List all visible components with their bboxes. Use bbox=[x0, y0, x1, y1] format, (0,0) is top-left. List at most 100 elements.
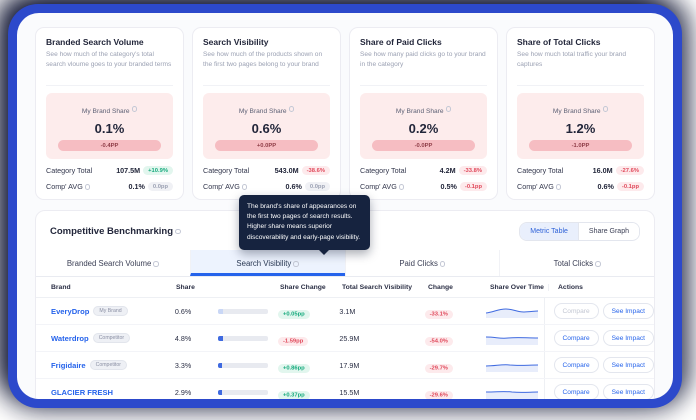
comp-avg-label: Comp' AVG bbox=[360, 182, 405, 191]
brand-share-value: 0.2% bbox=[408, 121, 439, 136]
tab-search-visibility[interactable]: Search Visibility bbox=[189, 250, 345, 276]
share-graph-toggle[interactable]: Share Graph bbox=[577, 223, 639, 240]
col-header-share: Share bbox=[176, 284, 195, 291]
comp-avg-value: 0.6% bbox=[597, 182, 614, 191]
category-total-change-badge: -33.8% bbox=[458, 166, 487, 175]
info-icon[interactable] bbox=[288, 106, 295, 112]
brand-share-value: 1.2% bbox=[565, 121, 596, 136]
brand-link[interactable]: GLACIER FRESH bbox=[51, 387, 114, 397]
comp-avg-value: 0.1% bbox=[128, 182, 145, 191]
share-value: 0.6% bbox=[174, 306, 192, 316]
app-window-frame: Branded Search Volume See how much of th… bbox=[8, 4, 682, 408]
card-description: See how much total traffic your brand ca… bbox=[517, 51, 627, 68]
brand-link[interactable]: Frigidaire bbox=[51, 360, 86, 370]
share-value: 4.8% bbox=[174, 333, 192, 343]
compare-button[interactable]: Compare bbox=[553, 384, 599, 399]
category-total-row: Category Total 16.0M -27.6% bbox=[517, 166, 644, 175]
comp-avg-row: Comp' AVG 0.1% 0.0pp bbox=[46, 182, 173, 191]
section-title: Competitive Benchmarking bbox=[50, 226, 181, 237]
change-badge: -54.0% bbox=[424, 329, 486, 347]
brand-share-change-badge: -1.0PP bbox=[529, 140, 632, 151]
info-icon[interactable] bbox=[445, 106, 452, 112]
see-impact-button[interactable]: See Impact bbox=[602, 384, 654, 399]
compare-button[interactable]: Compare bbox=[553, 357, 599, 373]
comp-avg-change-badge: -0.1pp bbox=[616, 182, 644, 191]
share-over-time-sparkline bbox=[486, 358, 543, 372]
info-icon bbox=[293, 261, 299, 267]
metric-table-toggle[interactable]: Metric Table bbox=[520, 223, 578, 240]
info-icon bbox=[439, 261, 446, 267]
share-bar bbox=[218, 389, 277, 395]
see-impact-button[interactable]: See Impact bbox=[602, 330, 654, 346]
comp-avg-change-badge: -0.1pp bbox=[459, 182, 487, 191]
share-bar bbox=[218, 335, 277, 341]
total-search-visibility-value: 17.9M bbox=[339, 360, 360, 370]
tab-paid-clicks[interactable]: Paid Clicks bbox=[344, 250, 500, 276]
app-screen: Branded Search Volume See how much of th… bbox=[17, 13, 673, 399]
brand-link[interactable]: Waterdrop bbox=[51, 333, 89, 343]
category-total-value: 107.5M bbox=[116, 166, 141, 175]
compare-button[interactable]: Compare bbox=[553, 303, 599, 319]
info-icon[interactable] bbox=[175, 228, 181, 235]
comp-avg-label: Comp' AVG bbox=[517, 182, 562, 191]
benchmarking-tabs: Branded Search Volume Search Visibility … bbox=[36, 250, 654, 277]
tab-branded-search-volume[interactable]: Branded Search Volume bbox=[36, 250, 190, 276]
brand-share-label: My Brand Share bbox=[395, 108, 444, 115]
info-icon[interactable] bbox=[398, 184, 405, 190]
table-row: Frigidaire Competitor 3.3% +0.86pp 17.9M … bbox=[36, 352, 654, 379]
compare-button[interactable]: Compare bbox=[553, 330, 599, 346]
brand-link[interactable]: EveryDrop bbox=[51, 306, 90, 316]
table-row: EveryDrop My Brand 0.6% +0.05pp 3.1M -33.… bbox=[36, 298, 654, 325]
col-header-share-change: Share Change bbox=[280, 284, 326, 291]
info-icon[interactable] bbox=[241, 184, 248, 190]
info-icon[interactable] bbox=[555, 184, 562, 190]
share-change-badge: +0.86pp bbox=[277, 356, 339, 374]
see-impact-button[interactable]: See Impact bbox=[602, 357, 654, 373]
metric-cards-row: Branded Search Volume See how much of th… bbox=[35, 27, 655, 200]
brand-share-panel: My Brand Share 0.2% -0.0PP bbox=[360, 93, 487, 159]
share-value: 2.9% bbox=[174, 387, 192, 397]
brand-share-panel: My Brand Share 0.1% -0.4PP bbox=[46, 93, 173, 159]
info-icon bbox=[153, 261, 159, 267]
comp-avg-value: 0.6% bbox=[285, 182, 302, 191]
brand-share-label: My Brand Share bbox=[81, 108, 130, 115]
tab-total-clicks[interactable]: Total Clicks bbox=[499, 250, 654, 276]
see-impact-button[interactable]: See Impact bbox=[602, 303, 654, 319]
metric-card-search-visibility: Search Visibility See how much of the pr… bbox=[192, 27, 341, 200]
brand-share-value: 0.1% bbox=[94, 121, 125, 136]
metric-card-branded-search-volume: Branded Search Volume See how much of th… bbox=[35, 27, 184, 200]
card-description: See how many paid clicks go to your bran… bbox=[360, 51, 486, 68]
card-description: See how much of the products shown on th… bbox=[203, 51, 323, 68]
brand-share-value: 0.6% bbox=[251, 121, 282, 136]
info-icon[interactable] bbox=[84, 184, 91, 190]
info-icon[interactable] bbox=[602, 106, 609, 112]
comp-avg-label: Comp' AVG bbox=[203, 182, 248, 191]
comp-avg-change-badge: 0.0pp bbox=[304, 182, 330, 191]
metric-card-share-of-total-clicks: Share of Total Clicks See how much total… bbox=[506, 27, 655, 200]
category-total-change-badge: -38.6% bbox=[301, 166, 330, 175]
share-over-time-sparkline bbox=[486, 304, 543, 318]
change-badge: -29.7% bbox=[424, 356, 486, 374]
category-total-label: Category Total bbox=[203, 166, 250, 175]
card-title: Branded Search Volume bbox=[46, 37, 144, 47]
category-total-row: Category Total 543.0M -38.6% bbox=[203, 166, 330, 175]
category-total-change-badge: +10.9% bbox=[143, 166, 173, 175]
category-total-value: 16.0M bbox=[592, 166, 613, 175]
brand-share-panel: My Brand Share 1.2% -1.0PP bbox=[517, 93, 644, 159]
brand-share-label: My Brand Share bbox=[552, 108, 601, 115]
brand-tag: Competitor bbox=[89, 360, 127, 370]
brand-tag: Competitor bbox=[92, 333, 131, 343]
category-total-label: Category Total bbox=[46, 166, 93, 175]
total-search-visibility-value: 15.5M bbox=[339, 387, 360, 397]
share-value: 3.3% bbox=[174, 360, 192, 370]
card-title: Share of Total Clicks bbox=[517, 37, 601, 47]
search-visibility-tooltip: The brand's share of appearances on the … bbox=[239, 195, 370, 255]
view-toggle: Metric Table Share Graph bbox=[519, 222, 640, 241]
table-header-row: Brand Share Share Change Total Search Vi… bbox=[36, 277, 654, 298]
category-total-value: 4.2M bbox=[439, 166, 456, 175]
comp-avg-value: 0.5% bbox=[440, 182, 457, 191]
card-title: Share of Paid Clicks bbox=[360, 37, 442, 47]
change-badge: -29.6% bbox=[424, 383, 486, 399]
category-total-row: Category Total 4.2M -33.8% bbox=[360, 166, 487, 175]
info-icon[interactable] bbox=[131, 106, 138, 112]
